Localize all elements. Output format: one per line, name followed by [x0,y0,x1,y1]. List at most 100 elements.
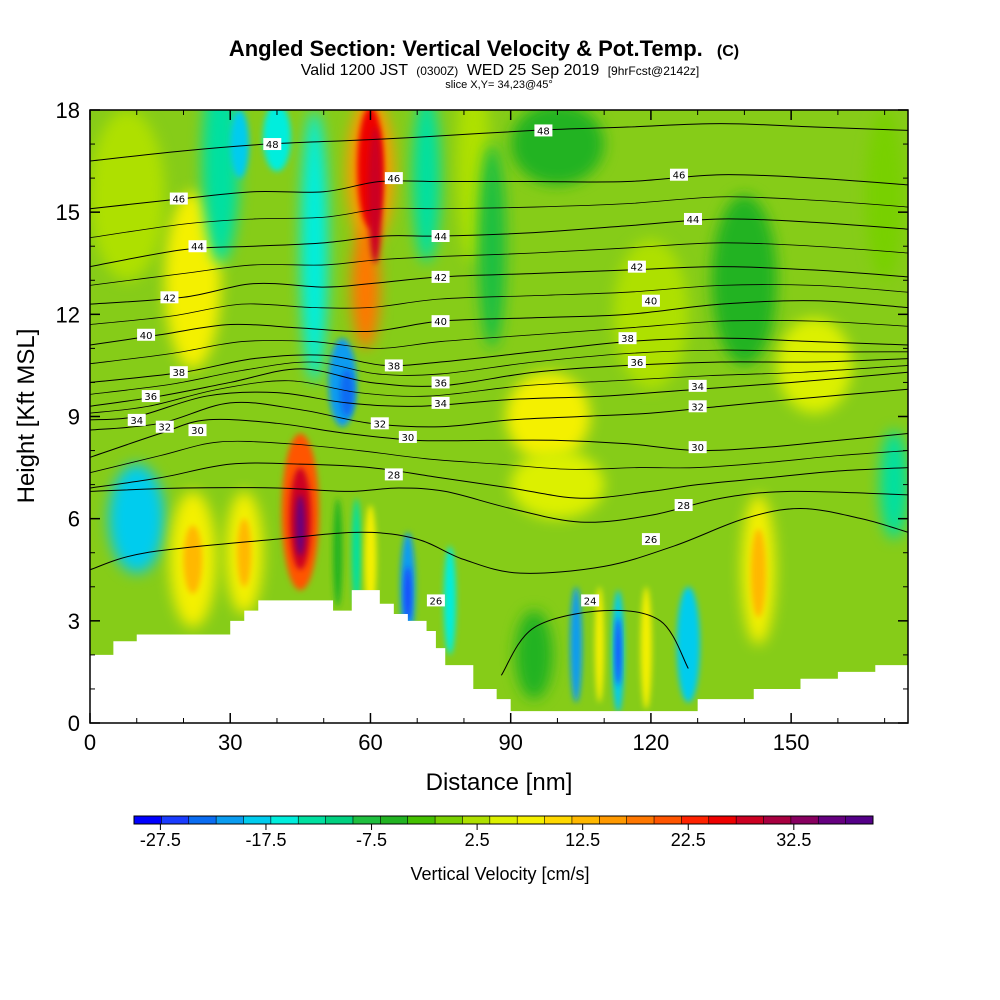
isentrope-intermediate [90,349,908,395]
contour-label: 44 [431,230,450,243]
colorbar-tick-label: 12.5 [565,830,600,850]
velocity-region [570,586,583,703]
velocity-region [230,110,249,179]
contour-label: 38 [384,359,403,372]
isentrope-24 [500,609,689,676]
colorbar-swatch [298,816,327,824]
contour-label-text: 34 [130,416,143,427]
contour-label-box [188,424,207,437]
chart-subtitle: Valid 1200 JST (0300Z) WED 25 Sep 2019 [… [301,62,700,79]
contour-label-box [688,400,707,413]
contour-label-text: 28 [387,470,400,481]
contour-label-box [398,430,417,443]
velocity-region [443,545,456,655]
colorbar-swatch [352,816,381,824]
y-tick-label: 12 [56,302,80,327]
colorbar-swatch [325,816,354,824]
contour-label-box [160,291,179,304]
velocity-region [613,239,689,390]
colorbar-swatch [544,816,573,824]
colorbar-swatch [681,816,710,824]
velocity-region [368,127,383,264]
isentrope-32 [90,388,908,431]
chart-subtitle-utc: (0300Z) [416,64,458,78]
contour-label: 48 [263,138,282,151]
isentrope-26 [90,487,908,523]
velocity-region [676,586,700,703]
velocity-region [615,617,621,686]
contour-label: 36 [141,390,160,403]
velocity-region [506,372,591,461]
vertical-velocity-field [90,110,908,713]
contour-label-text: 36 [144,392,157,403]
colorbar-swatch [708,816,737,824]
colorbar-swatch [654,816,682,824]
isentrope-42 [90,266,908,305]
velocity-region [510,450,605,519]
contour-label-box [384,359,403,372]
contour-label: 46 [384,172,403,185]
contour-label-text: 36 [631,358,644,369]
contour-label: 32 [155,420,174,434]
x-axis: 0 30 60 90 120 150 [84,110,886,755]
isentrope-28 [90,462,908,499]
x-tick-label: 90 [498,730,522,755]
isentrope-48 [90,123,908,162]
contour-label-text: 44 [434,232,447,243]
y-tick-label: 18 [56,98,80,123]
contour-label-text: 26 [645,535,658,546]
contour-label: 40 [641,294,660,308]
velocity-region [477,144,507,349]
isentrope-intermediate [90,242,908,286]
contour-label-text: 38 [387,361,400,372]
colorbar-tick-label: 2.5 [465,830,490,850]
x-tick-label: 120 [633,730,670,755]
contour-label: 40 [137,328,156,342]
colorbar-swatch [243,816,272,824]
colorbar-swatch [407,816,436,824]
contour-label-box [141,390,160,403]
contour-label: 34 [688,379,707,393]
y-tick-label: 3 [68,609,80,634]
contour-label-text: 38 [172,368,185,379]
contour-label-text: 44 [191,242,204,253]
colorbar-swatch [790,816,819,824]
contour-label-box [627,356,646,369]
contour-label-text: 30 [191,426,204,437]
velocity-region [300,110,329,383]
isentrope-46 [90,174,908,210]
isentrope-intermediate [90,365,908,414]
contour-label: 46 [669,168,688,182]
contour-label-box [370,417,389,430]
contour-label-text: 32 [158,423,171,434]
contour-label-box [627,260,646,273]
isentrope-intermediate [90,319,908,365]
colorbar-swatch [435,816,463,824]
contour-label: 38 [169,366,188,379]
colorbar-frame [133,815,874,825]
y-tick-label: 6 [68,507,80,532]
chart-subtitle-valid: Valid 1200 JST [301,62,409,79]
contour-label-box [169,366,188,379]
terrain-mask [90,590,908,723]
contour-label-box [263,138,282,151]
x-tick-label: 150 [773,730,810,755]
isentrope-38 [90,337,908,383]
chart-subtitle-fcst: [9hrFcst@2142z] [608,64,700,78]
y-tick-label: 15 [56,200,80,225]
contour-label: 32 [688,400,707,413]
contour-label: 24 [581,594,600,607]
contour-label-box [431,315,450,328]
contour-label-text: 30 [401,433,414,444]
contour-label: 26 [426,594,445,607]
colorbar-swatch [134,816,162,824]
chart-slice-info: slice X,Y= 34,23@45° [445,79,553,91]
contour-label: 42 [627,260,646,274]
isentrope-26 [90,507,908,574]
contour-label-text: 34 [691,382,704,393]
colorbar-swatch [270,816,299,824]
contour-label: 34 [431,396,450,410]
colorbar-label: Vertical Velocity [cm/s] [410,864,589,884]
contour-label-text: 46 [387,174,400,185]
